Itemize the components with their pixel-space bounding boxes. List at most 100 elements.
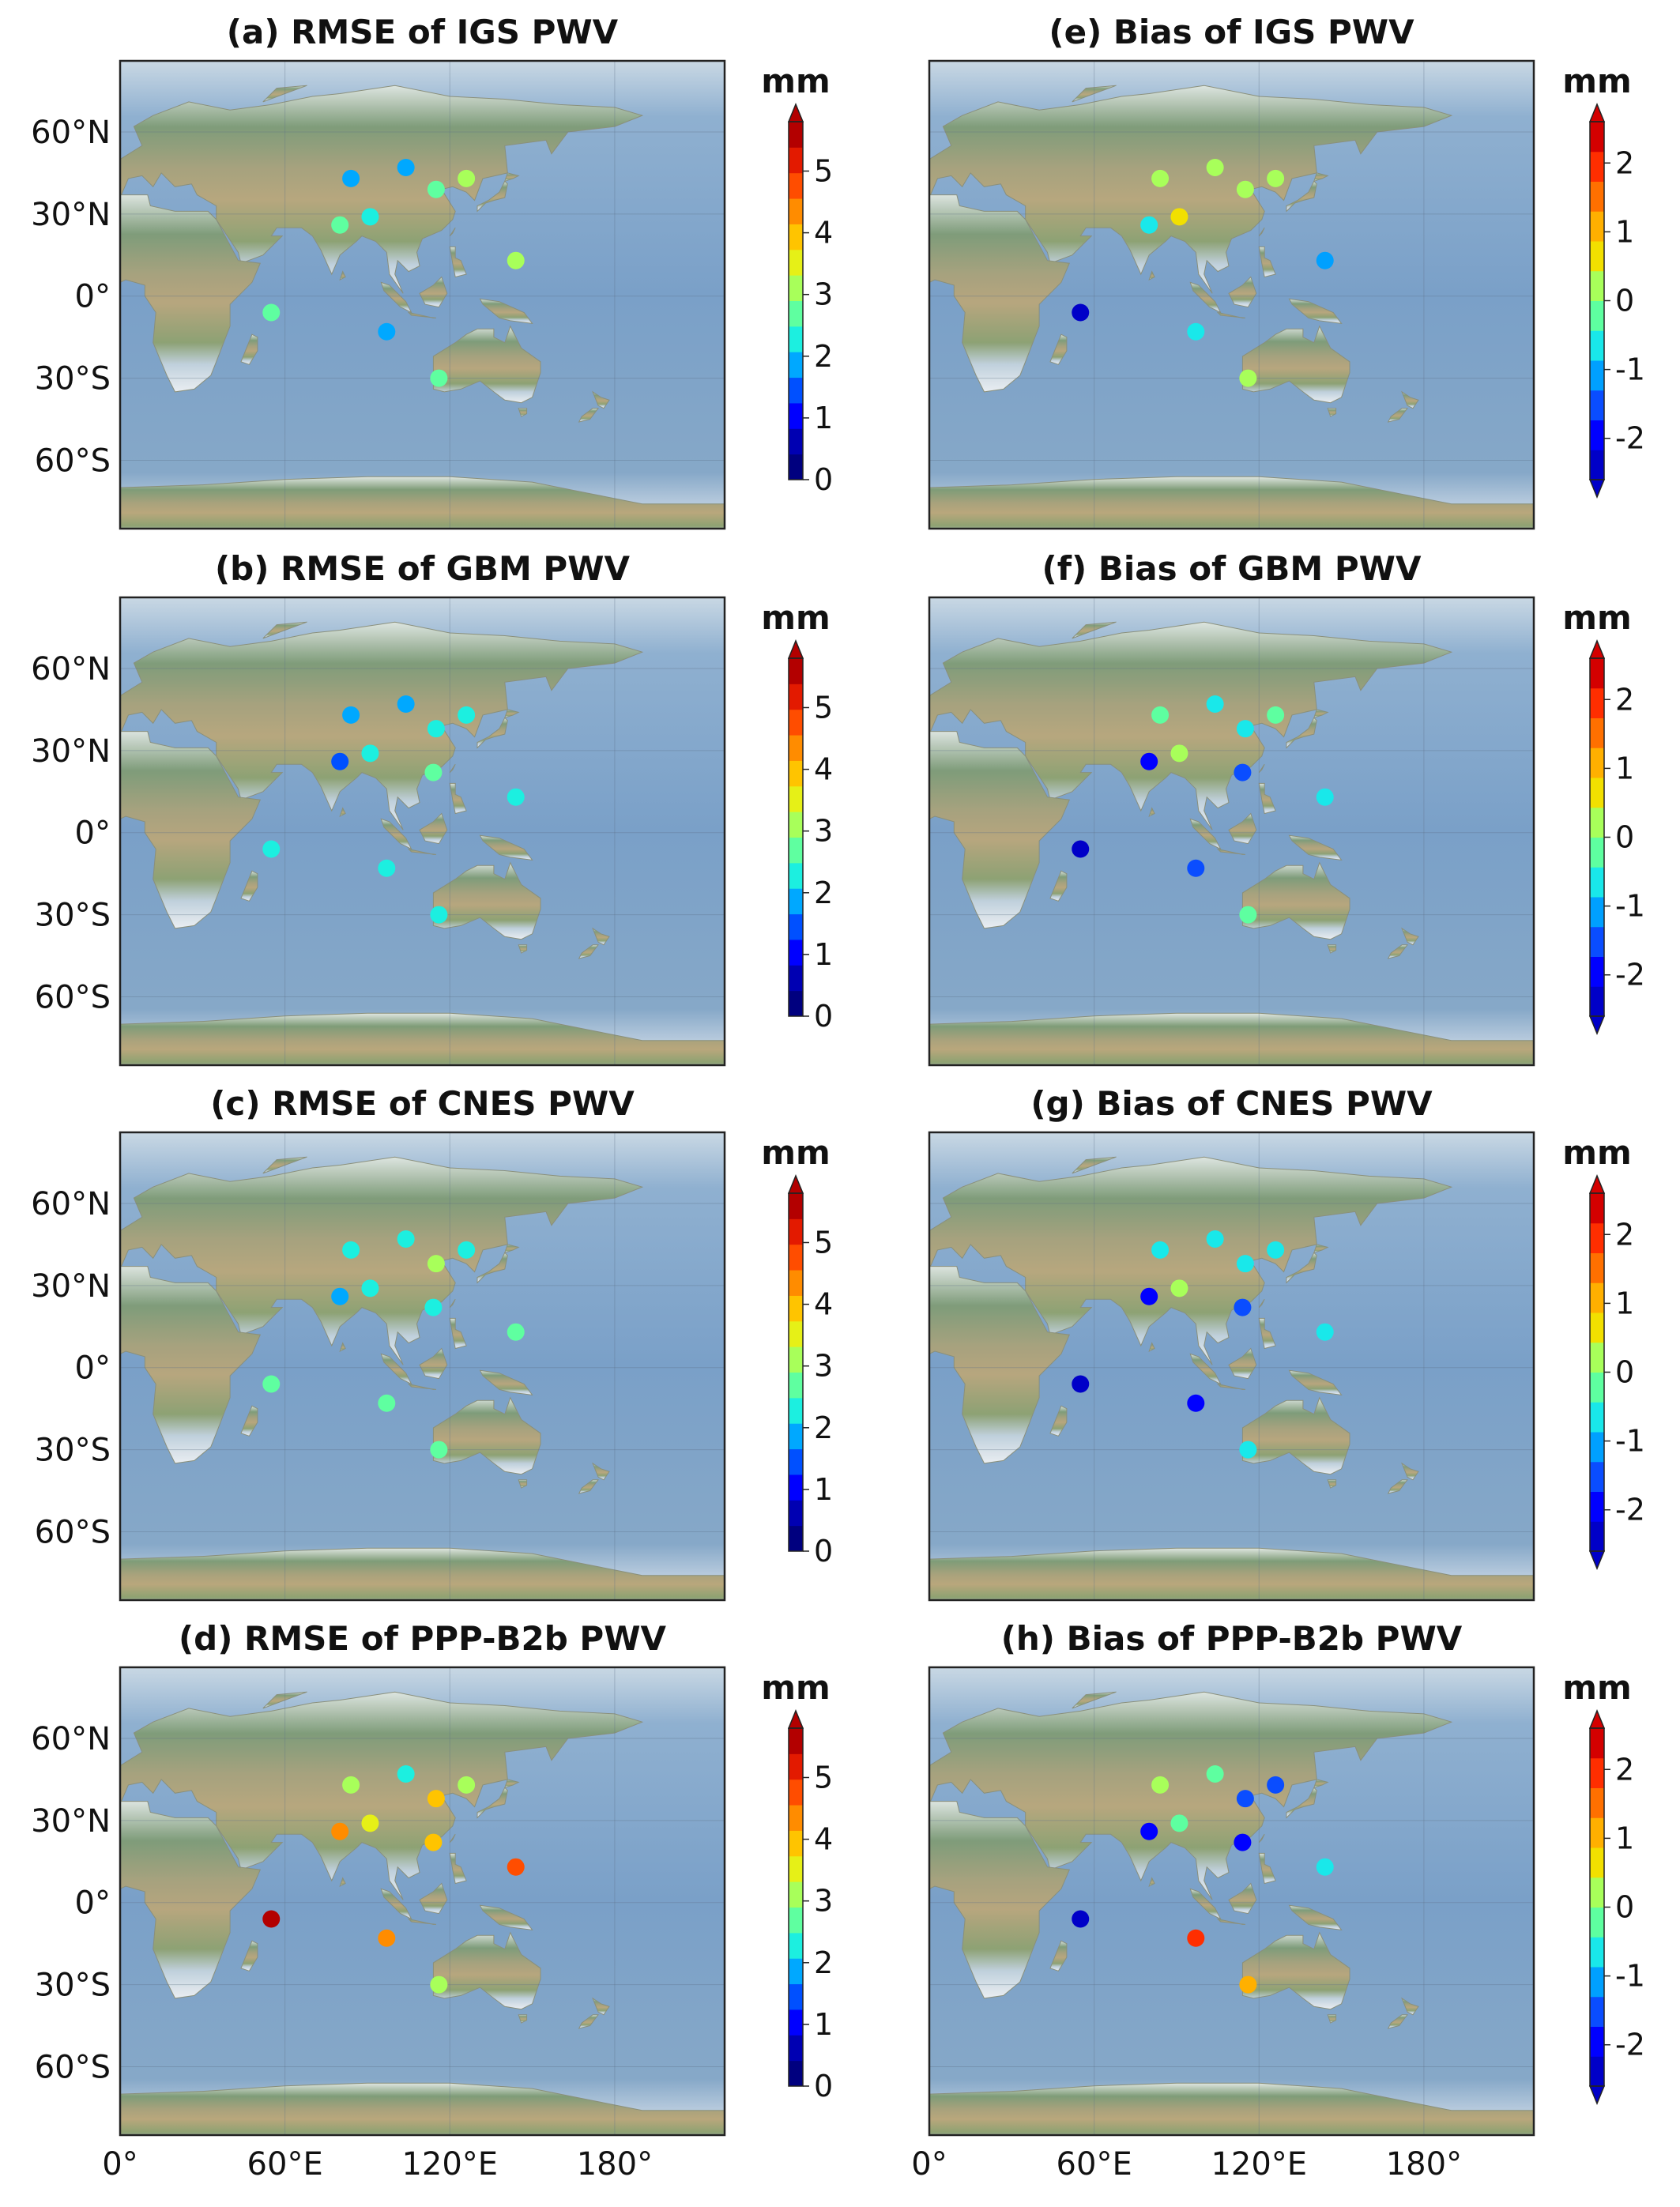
lon-tick-label: 0° [911,2146,947,2183]
landmass [1216,848,1245,855]
colorbar-segment [789,198,803,224]
lat-tick-label: 30°N [31,197,111,233]
landmass [1387,2014,1409,2029]
colorbar-segment [789,1295,803,1322]
landmass [1387,1479,1409,1494]
landmass [120,621,644,830]
landmass [380,1353,412,1385]
landmass [1288,1369,1343,1396]
landmass [504,1244,520,1254]
station-marker [507,1858,525,1876]
colorbar-segment [1590,778,1604,808]
landmass [120,476,725,529]
landmass [477,717,508,749]
landmass [477,180,508,213]
colorbar-tick-label: -1 [1615,1959,1645,1994]
colorbar-segment [789,1218,803,1245]
lat-tick-label: 30°N [31,733,111,770]
colorbar-segment [1590,1461,1604,1492]
colorbar-tick-label: 2 [1615,145,1634,180]
station-marker [1267,1776,1285,1794]
landmass [120,1801,262,1999]
landmass [380,1888,412,1920]
landmass [419,1347,448,1380]
colorbar-tick-label: 4 [814,752,833,787]
landmass [1327,944,1337,954]
colorbar-segment [789,249,803,276]
map-frame [119,59,726,530]
colorbar-tick-label: 5 [814,1760,833,1795]
lat-tick-label: 0° [75,1885,111,1922]
colorbar-tick-label: 0 [814,2069,833,2103]
colorbar-segment [1590,837,1604,868]
map-frame [928,1131,1535,1602]
colorbar-segment [789,837,803,864]
colorbar-segment [1590,181,1604,212]
colorbar-segment [789,1397,803,1424]
station-marker [1236,180,1254,198]
colorbar-frame [788,121,804,480]
map-panel-g: (g) Bias of CNES PWV mm -2 -1 0 1 2 [928,1084,1645,1602]
colorbar-segment [1590,658,1604,689]
colorbar-segment [1590,1432,1604,1463]
colorbar-extend-max [787,1174,804,1194]
basemap-h [929,1667,1534,2135]
station-marker [262,840,281,858]
map-frame [928,1666,1535,2137]
colorbar-segment [789,300,803,327]
landmass [419,276,448,308]
station-marker [1140,1822,1158,1840]
colorbar-segment [1590,897,1604,928]
colorbar-segment [1590,360,1604,391]
station-marker [1234,763,1252,781]
landmass [929,1156,1453,1365]
colorbar-segment [1590,211,1604,242]
map-panel-b: (b) RMSE of GBM PWV 60°N 30°N 0° 30°S 60°S mm 0… [31,549,833,1067]
station-marker [1316,1858,1334,1876]
landmass [929,2082,1534,2135]
colorbar-tick-label: 5 [814,1225,833,1260]
station-marker [1239,369,1257,387]
landmass [929,476,1534,529]
landmass [339,270,346,281]
landmass [518,2014,528,2024]
station-marker [378,859,396,877]
colorbar-segment [1590,270,1604,301]
landmass [1313,1244,1329,1254]
colorbar-frame [788,1192,804,1552]
colorbar-tick-label: 0 [814,1534,833,1569]
station-marker [1170,744,1188,763]
colorbar-segment [789,1423,803,1450]
landmass [1072,85,1117,103]
station-marker [1187,322,1205,341]
colorbar-segment [789,1753,803,1780]
station-marker [331,752,349,770]
station-marker [427,720,445,738]
landmass [1216,1918,1245,1925]
colorbar-tick-label: 3 [814,277,833,312]
colorbar-segment [789,1372,803,1399]
station-marker [1072,303,1090,322]
colorbar-segment [1590,1252,1604,1283]
basemap-d [120,1667,725,2135]
landmass [1241,1931,1350,2010]
landmass [120,2082,725,2135]
map-frame [928,59,1535,530]
lon-tick-label: 120°E [401,2146,498,2183]
colorbar-tick-label: 0 [814,462,833,497]
landmass [1049,333,1068,365]
colorbar-segment [1590,2056,1604,2087]
map-panel-c: (c) RMSE of CNES PWV 60°N 30°N 0° 30°S 60°S mm… [31,1084,833,1602]
landmass [1313,709,1329,719]
landmass [1049,1940,1068,1972]
colorbar-segment [1590,1787,1604,1818]
colorbar-segment [789,1779,803,1806]
lat-tick-label: 30°S [35,361,111,397]
landmass [1258,1298,1265,1308]
landmass [578,408,600,423]
colorbar-segment [1590,1372,1604,1403]
colorbar-segment [789,1855,803,1882]
colorbar-segment [789,1500,803,1527]
station-marker [1206,695,1224,714]
